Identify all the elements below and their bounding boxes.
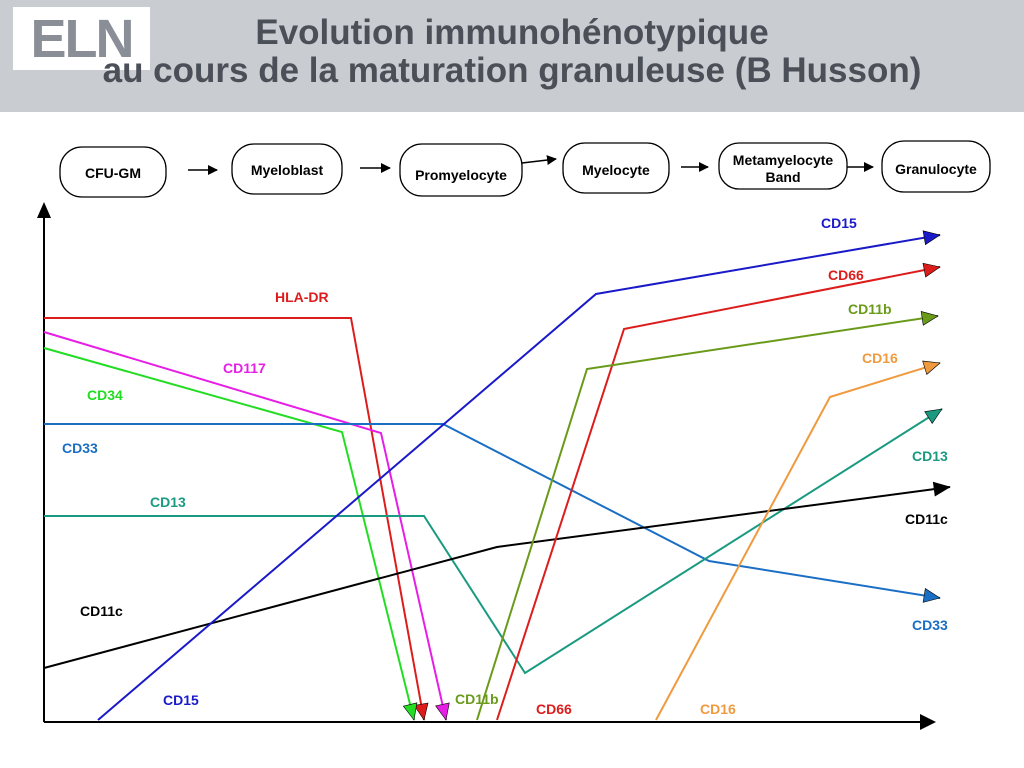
curve-cd11b [476, 315, 939, 721]
label-cd117: CD117 [223, 360, 266, 376]
label-cd11b-right: CD11b [848, 301, 892, 317]
curve-cd16-arrowhead [922, 360, 941, 375]
label-cd16-bottom: CD16 [700, 701, 736, 717]
x-axis-arrowhead [920, 714, 936, 730]
label-cd66-right: CD66 [828, 267, 864, 283]
stage-arrow-3 [521, 155, 557, 166]
marker-labels: HLA-DR CD117 CD34 CD33 CD13 CD11c CD15 C… [62, 215, 948, 717]
curve-cd15 [97, 234, 941, 721]
label-cd33-right: CD33 [912, 617, 948, 633]
title-line-2: au cours de la maturation granuleuse (B … [102, 51, 922, 90]
y-axis-arrowhead [37, 202, 51, 218]
curve-cd117 [43, 331, 447, 721]
stage-sequence: CFU-GM Myeloblast Promyelocyte Myelocyte… [59, 140, 991, 198]
marker-curves [43, 230, 951, 721]
slide-title: Evolution immunohénotypique au cours de … [0, 14, 1024, 90]
curve-cd33 [44, 423, 941, 599]
curve-cd11b-arrowhead [920, 311, 939, 326]
stage-band-label: Band [766, 169, 801, 185]
stage-cfu-gm-label: CFU-GM [85, 165, 141, 181]
stage-metamyelocyte-label: Metamyelocyte [733, 152, 834, 168]
label-cd13-right: CD13 [912, 448, 948, 464]
curve-cd13 [44, 408, 943, 675]
stage-granulocyte: Granulocyte [881, 140, 991, 193]
curve-cd15-arrowhead [922, 230, 941, 246]
label-cd16-right: CD16 [862, 350, 898, 366]
stage-myeloblast: Myeloblast [231, 143, 343, 195]
curve-cd34 [43, 347, 415, 721]
label-cd11c-right: CD11c [905, 511, 948, 527]
logo-text: ELN [30, 8, 135, 69]
stage-promyelocyte: Promyelocyte [399, 143, 523, 197]
stage-myelocyte: Myelocyte [562, 142, 670, 194]
curve-cd13-arrowhead [924, 408, 943, 425]
label-cd34: CD34 [87, 387, 123, 403]
label-cd15-right: CD15 [821, 215, 857, 231]
label-cd66-bottom: CD66 [536, 701, 572, 717]
stage-myeloblast-label: Myeloblast [251, 162, 324, 178]
curve-hla-dr-arrowhead [413, 702, 429, 721]
stage-granulocyte-label: Granulocyte [895, 161, 977, 177]
stage-metamyelocyte-band: Metamyelocyte Band [718, 142, 848, 190]
stage-promyelocyte-label: Promyelocyte [415, 167, 507, 183]
label-hla-dr: HLA-DR [275, 289, 329, 305]
curve-cd66 [496, 266, 941, 721]
curve-cd16 [655, 362, 941, 721]
curve-cd33-arrowhead [922, 588, 941, 603]
curve-cd11c-arrowhead [932, 481, 951, 497]
label-cd11c-left: CD11c [80, 603, 123, 619]
eln-logo: ELN [13, 7, 150, 70]
label-cd33-left: CD33 [62, 440, 98, 456]
header-bar: ELN Evolution immunohénotypique au cours… [0, 0, 1024, 112]
axes [37, 202, 936, 730]
curve-hla-dr [44, 317, 425, 721]
label-cd13-left: CD13 [150, 494, 186, 510]
label-cd11b-bottom: CD11b [455, 691, 499, 707]
stage-myelocyte-label: Myelocyte [582, 162, 650, 178]
title-line-1: Evolution immunohénotypique [255, 13, 769, 52]
stage-cfu-gm: CFU-GM [59, 146, 167, 198]
label-cd15-bottom: CD15 [163, 692, 199, 708]
curve-cd34-arrowhead [402, 702, 418, 721]
curve-cd66-arrowhead [922, 262, 941, 278]
curve-cd117-arrowhead [435, 702, 450, 721]
curve-cd11c [43, 486, 951, 669]
